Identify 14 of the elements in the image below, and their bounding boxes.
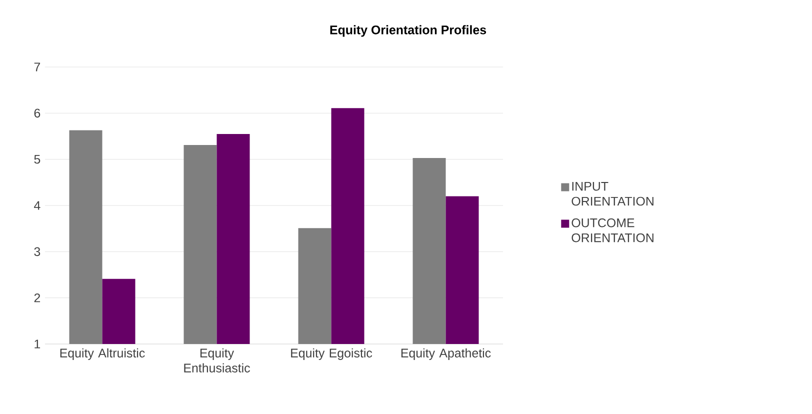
y-tick-label: 2 [34, 293, 40, 302]
y-tick-label: 4 [34, 201, 40, 210]
legend-label: OUTCOME ORIENTATION [572, 218, 654, 242]
y-tick-label: 6 [34, 108, 40, 118]
x-tick-label: Equity Apathetic [401, 348, 491, 360]
y-tick-label: 3 [34, 247, 40, 256]
y-tick-label: 5 [34, 154, 40, 164]
y-tick-label: 1 [34, 340, 40, 348]
legend-label: INPUT ORIENTATION [572, 182, 654, 206]
x-tick-label: Equity Egoistic [291, 348, 372, 360]
y-tick-label: 7 [34, 62, 40, 72]
x-tick-label: Equity Enthusiastic [184, 348, 250, 372]
x-tick-label: Equity Altruistic [60, 348, 145, 360]
chart-title: Equity Orientation Profiles [330, 25, 486, 37]
